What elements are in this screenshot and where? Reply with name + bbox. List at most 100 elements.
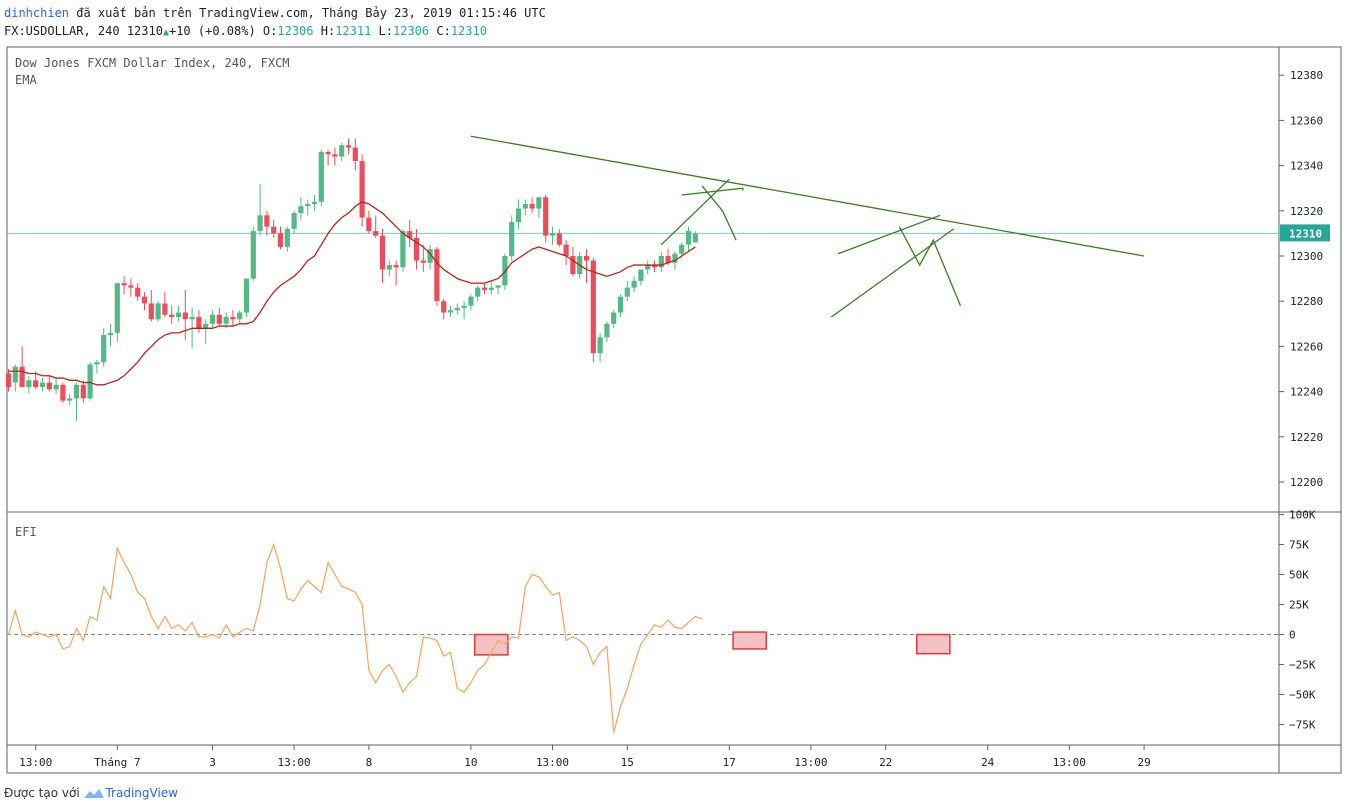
candle-up [461, 305, 467, 308]
candle-up [67, 398, 73, 401]
candle-down [216, 314, 222, 324]
ema-line [8, 201, 696, 386]
candle-up [400, 231, 406, 268]
candle-up [298, 206, 304, 214]
candle-up [638, 269, 644, 281]
efi-tick-label: 25K [1289, 599, 1309, 612]
price-tick-label: 12280 [1290, 295, 1323, 308]
candle-up [101, 335, 107, 363]
symbol-line: FX:USDOLLAR, 240 12310 [4, 24, 163, 38]
trendline [681, 187, 744, 196]
price-tick-label: 12220 [1290, 431, 1323, 444]
candle-up [427, 249, 433, 263]
candle-up [257, 215, 263, 232]
up-arrow-icon: ▲ [162, 27, 169, 38]
candle-up [155, 303, 161, 320]
tradingview-link[interactable]: TradingView [105, 786, 178, 800]
candle-down [393, 265, 399, 268]
candle-up [624, 287, 630, 297]
candle-down [345, 145, 352, 148]
candle-down [169, 314, 175, 318]
candle-up [475, 287, 481, 297]
candle-down [325, 152, 331, 155]
trendline [701, 185, 737, 241]
candle-up [284, 228, 290, 247]
time-tick-label: 13:00 [794, 756, 827, 769]
candle-down [5, 373, 12, 388]
candle-up [509, 222, 515, 256]
high-value: 12311 [335, 24, 372, 38]
candle-down [583, 256, 590, 261]
time-tick-label: Tháng 7 [94, 756, 140, 769]
candle-down [529, 204, 535, 209]
candle-up [658, 256, 664, 268]
price-tick-label: 12360 [1290, 114, 1323, 127]
last-price-badge [1280, 224, 1330, 242]
close-value: 12310 [450, 24, 487, 38]
price-tick-label: 12240 [1290, 386, 1323, 399]
efi-highlight-box [473, 633, 509, 656]
low-label: L: [378, 24, 393, 38]
candle-down [80, 384, 86, 399]
created-with: Được tạo với [4, 786, 80, 800]
price-tick-label: 12260 [1290, 340, 1323, 353]
candle-up [291, 213, 297, 229]
candle-down [230, 317, 236, 320]
candle-up [495, 285, 501, 288]
last-price-label: 12310 [1289, 227, 1322, 240]
candle-up [488, 287, 494, 290]
price-tick-label: 12200 [1290, 476, 1323, 489]
candle-down [162, 303, 168, 315]
candle-down [359, 161, 365, 218]
close-label: C: [436, 24, 451, 38]
trendline [470, 135, 1145, 257]
efi-tick-label: −50K [1289, 689, 1316, 702]
candle-up [250, 231, 256, 279]
efi-tick-label: 0 [1289, 629, 1296, 642]
footer: Được tạo với TradingView [4, 786, 178, 800]
time-tick-label: 13:00 [278, 756, 311, 769]
candle-down [665, 256, 671, 263]
candle-down [60, 384, 66, 401]
time-tick-label: 10 [464, 756, 477, 769]
candle-down [148, 303, 154, 320]
candle-down [264, 215, 270, 227]
candle-up [679, 244, 685, 254]
efi-tick-label: 100K [1289, 509, 1316, 522]
candle-down [481, 287, 488, 290]
trendline [898, 226, 962, 306]
efi-tick-label: −75K [1289, 719, 1316, 732]
efi-highlight-box [915, 633, 951, 655]
candle-down [366, 217, 372, 232]
candle-up [672, 253, 678, 263]
candle-up [386, 265, 392, 270]
candle-up [175, 312, 182, 318]
efi-pane-title: EFI [15, 525, 37, 539]
time-tick-label: 13:00 [1053, 756, 1086, 769]
candle-up [243, 278, 250, 313]
time-tick-label: 8 [366, 756, 373, 769]
price-tick-label: 12300 [1290, 250, 1323, 263]
author-link[interactable]: dinhchien [4, 6, 70, 20]
time-tick-label: 13:00 [536, 756, 569, 769]
candle-up [189, 317, 195, 320]
candle-up [311, 201, 318, 205]
candle-down [277, 233, 284, 247]
efi-highlight-box [732, 631, 768, 650]
candle-up [454, 307, 460, 311]
candle-up [114, 283, 120, 333]
time-tick-label: 3 [209, 756, 216, 769]
candle-up [522, 204, 528, 209]
candle-up [611, 312, 617, 324]
tradingview-logo-icon [84, 788, 105, 798]
candle-up [39, 382, 46, 388]
candle-down [556, 233, 562, 245]
candle-down [407, 231, 413, 238]
trendline [830, 228, 955, 318]
candle-down [413, 237, 420, 261]
candle-up [339, 145, 345, 157]
price-pane-title: Dow Jones FXCM Dollar Index, 240, FXCM [15, 56, 290, 70]
efi-tick-label: −25K [1289, 659, 1316, 672]
price-tick-label: 12340 [1290, 160, 1323, 173]
